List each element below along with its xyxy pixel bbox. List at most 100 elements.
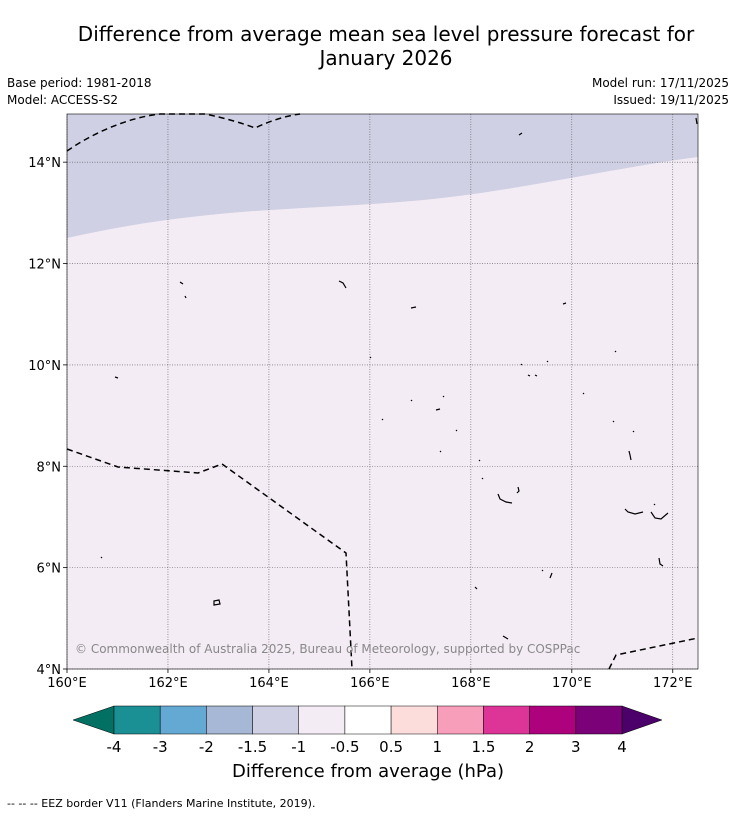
island (624, 508, 644, 515)
colorbar-label: 3 (571, 738, 581, 756)
colorbar-segment (252, 705, 299, 735)
colorbar: -4 -3 -2 -1.5 -1 -0.5 0.5 1 1.5 2 3 4 (72, 705, 663, 756)
colorbar-label: -0.5 (330, 738, 359, 756)
x-tick-label: 168°E (451, 676, 491, 691)
x-tick-label: 162°E (148, 676, 188, 691)
x-tick-label: 170°E (552, 676, 592, 691)
colorbar-segment (298, 705, 346, 735)
colorbar-label: -3 (153, 738, 168, 756)
colorbar-label: 1.5 (472, 738, 496, 756)
colorbar-segment (390, 705, 438, 735)
island (614, 350, 617, 353)
colorbar-label: 4 (617, 738, 627, 756)
island (534, 374, 538, 377)
island (338, 280, 347, 289)
island (497, 493, 513, 504)
meta-right: Model run: 17/11/2025 Issued: 19/11/2025 (592, 75, 729, 109)
island (632, 430, 635, 433)
y-tick-label: 8°N (37, 460, 62, 475)
eez-border-west (66, 448, 353, 670)
title-line-1: Difference from average mean sea level p… (77, 22, 695, 46)
colorbar-label: 2 (525, 738, 535, 756)
island (653, 503, 656, 506)
colorbar-label: -1 (291, 738, 306, 756)
x-axis-ticks: 160°E 162°E 164°E 166°E 168°E 170°E 172°E (47, 669, 693, 691)
y-tick-label: 14°N (28, 156, 61, 171)
x-tick-label: 164°E (249, 676, 289, 691)
chart-title: Difference from average mean sea level p… (0, 22, 736, 70)
x-tick-label: 160°E (47, 676, 87, 691)
island (518, 132, 523, 136)
island (435, 408, 441, 411)
colorbar-segment (483, 705, 530, 735)
island (100, 556, 103, 559)
islands (100, 117, 698, 640)
colorbar-segment (344, 705, 392, 735)
island (546, 360, 549, 363)
colorbar-low-extend (72, 705, 115, 735)
colorbar-segment (575, 705, 623, 735)
map-panel: © Commonwealth of Australia 2025, Bureau… (66, 113, 699, 670)
y-tick-label: 12°N (28, 258, 61, 273)
meta-left: Base period: 1981-2018 Model: ACCESS-S2 (7, 75, 152, 109)
island (562, 302, 567, 305)
island (442, 395, 445, 398)
island (410, 306, 417, 309)
issued-date: Issued: 19/11/2025 (613, 93, 729, 107)
eez-border-southeast (608, 637, 699, 670)
island (650, 511, 669, 520)
copyright-text: © Commonwealth of Australia 2025, Bureau… (75, 642, 580, 656)
model-run: Model run: 17/11/2025 (591, 76, 729, 90)
island (541, 569, 544, 572)
island (213, 599, 221, 606)
colorbar-segments (113, 705, 623, 735)
island (695, 117, 698, 125)
colorbar-labels: -4 -3 -2 -1.5 -1 -0.5 0.5 1 1.5 2 3 4 (107, 738, 627, 756)
eez-border-north (66, 113, 301, 152)
island (439, 450, 442, 453)
model-name: Model: ACCESS-S2 (7, 93, 119, 107)
island (628, 450, 632, 461)
y-tick-label: 10°N (28, 359, 61, 374)
island (502, 635, 509, 640)
colorbar-label: -1.5 (238, 738, 267, 756)
island (658, 557, 664, 567)
island (478, 459, 481, 462)
colorbar-segment (206, 705, 253, 735)
colorbar-title: Difference from average (hPa) (231, 761, 505, 782)
island (179, 281, 184, 285)
island (410, 399, 413, 402)
y-tick-label: 6°N (37, 562, 62, 577)
island (114, 376, 119, 379)
map-frame (66, 113, 699, 670)
colorbar-segment (437, 705, 484, 735)
colorbar-label: -4 (107, 738, 122, 756)
colorbar-segment (529, 705, 577, 735)
island (582, 392, 585, 395)
island (527, 374, 531, 377)
legend-footer: -- -- -- EEZ border V11 (Flanders Marine… (7, 797, 316, 810)
island (549, 572, 553, 579)
y-tick-label: 4°N (37, 663, 62, 678)
island (381, 418, 384, 421)
colorbar-segment (159, 705, 207, 735)
colorbar-label: -2 (199, 738, 214, 756)
pressure-band-minus15-to-minus1 (67, 114, 698, 238)
island (474, 586, 478, 590)
eez-borders (66, 113, 699, 670)
island (481, 477, 484, 480)
island (184, 295, 187, 299)
colorbar-label: 0.5 (379, 738, 403, 756)
colorbar-segment (113, 705, 161, 735)
island (455, 429, 458, 432)
island (612, 420, 615, 423)
colorbar-high-extend (621, 705, 663, 735)
island (516, 486, 520, 494)
island (369, 356, 372, 359)
x-tick-label: 166°E (350, 676, 390, 691)
colorbar-label: 1 (432, 738, 442, 756)
x-tick-label: 172°E (653, 676, 693, 691)
base-period: Base period: 1981-2018 (7, 76, 152, 90)
y-axis-ticks: 4°N 6°N 8°N 10°N 12°N 14°N (28, 156, 67, 678)
